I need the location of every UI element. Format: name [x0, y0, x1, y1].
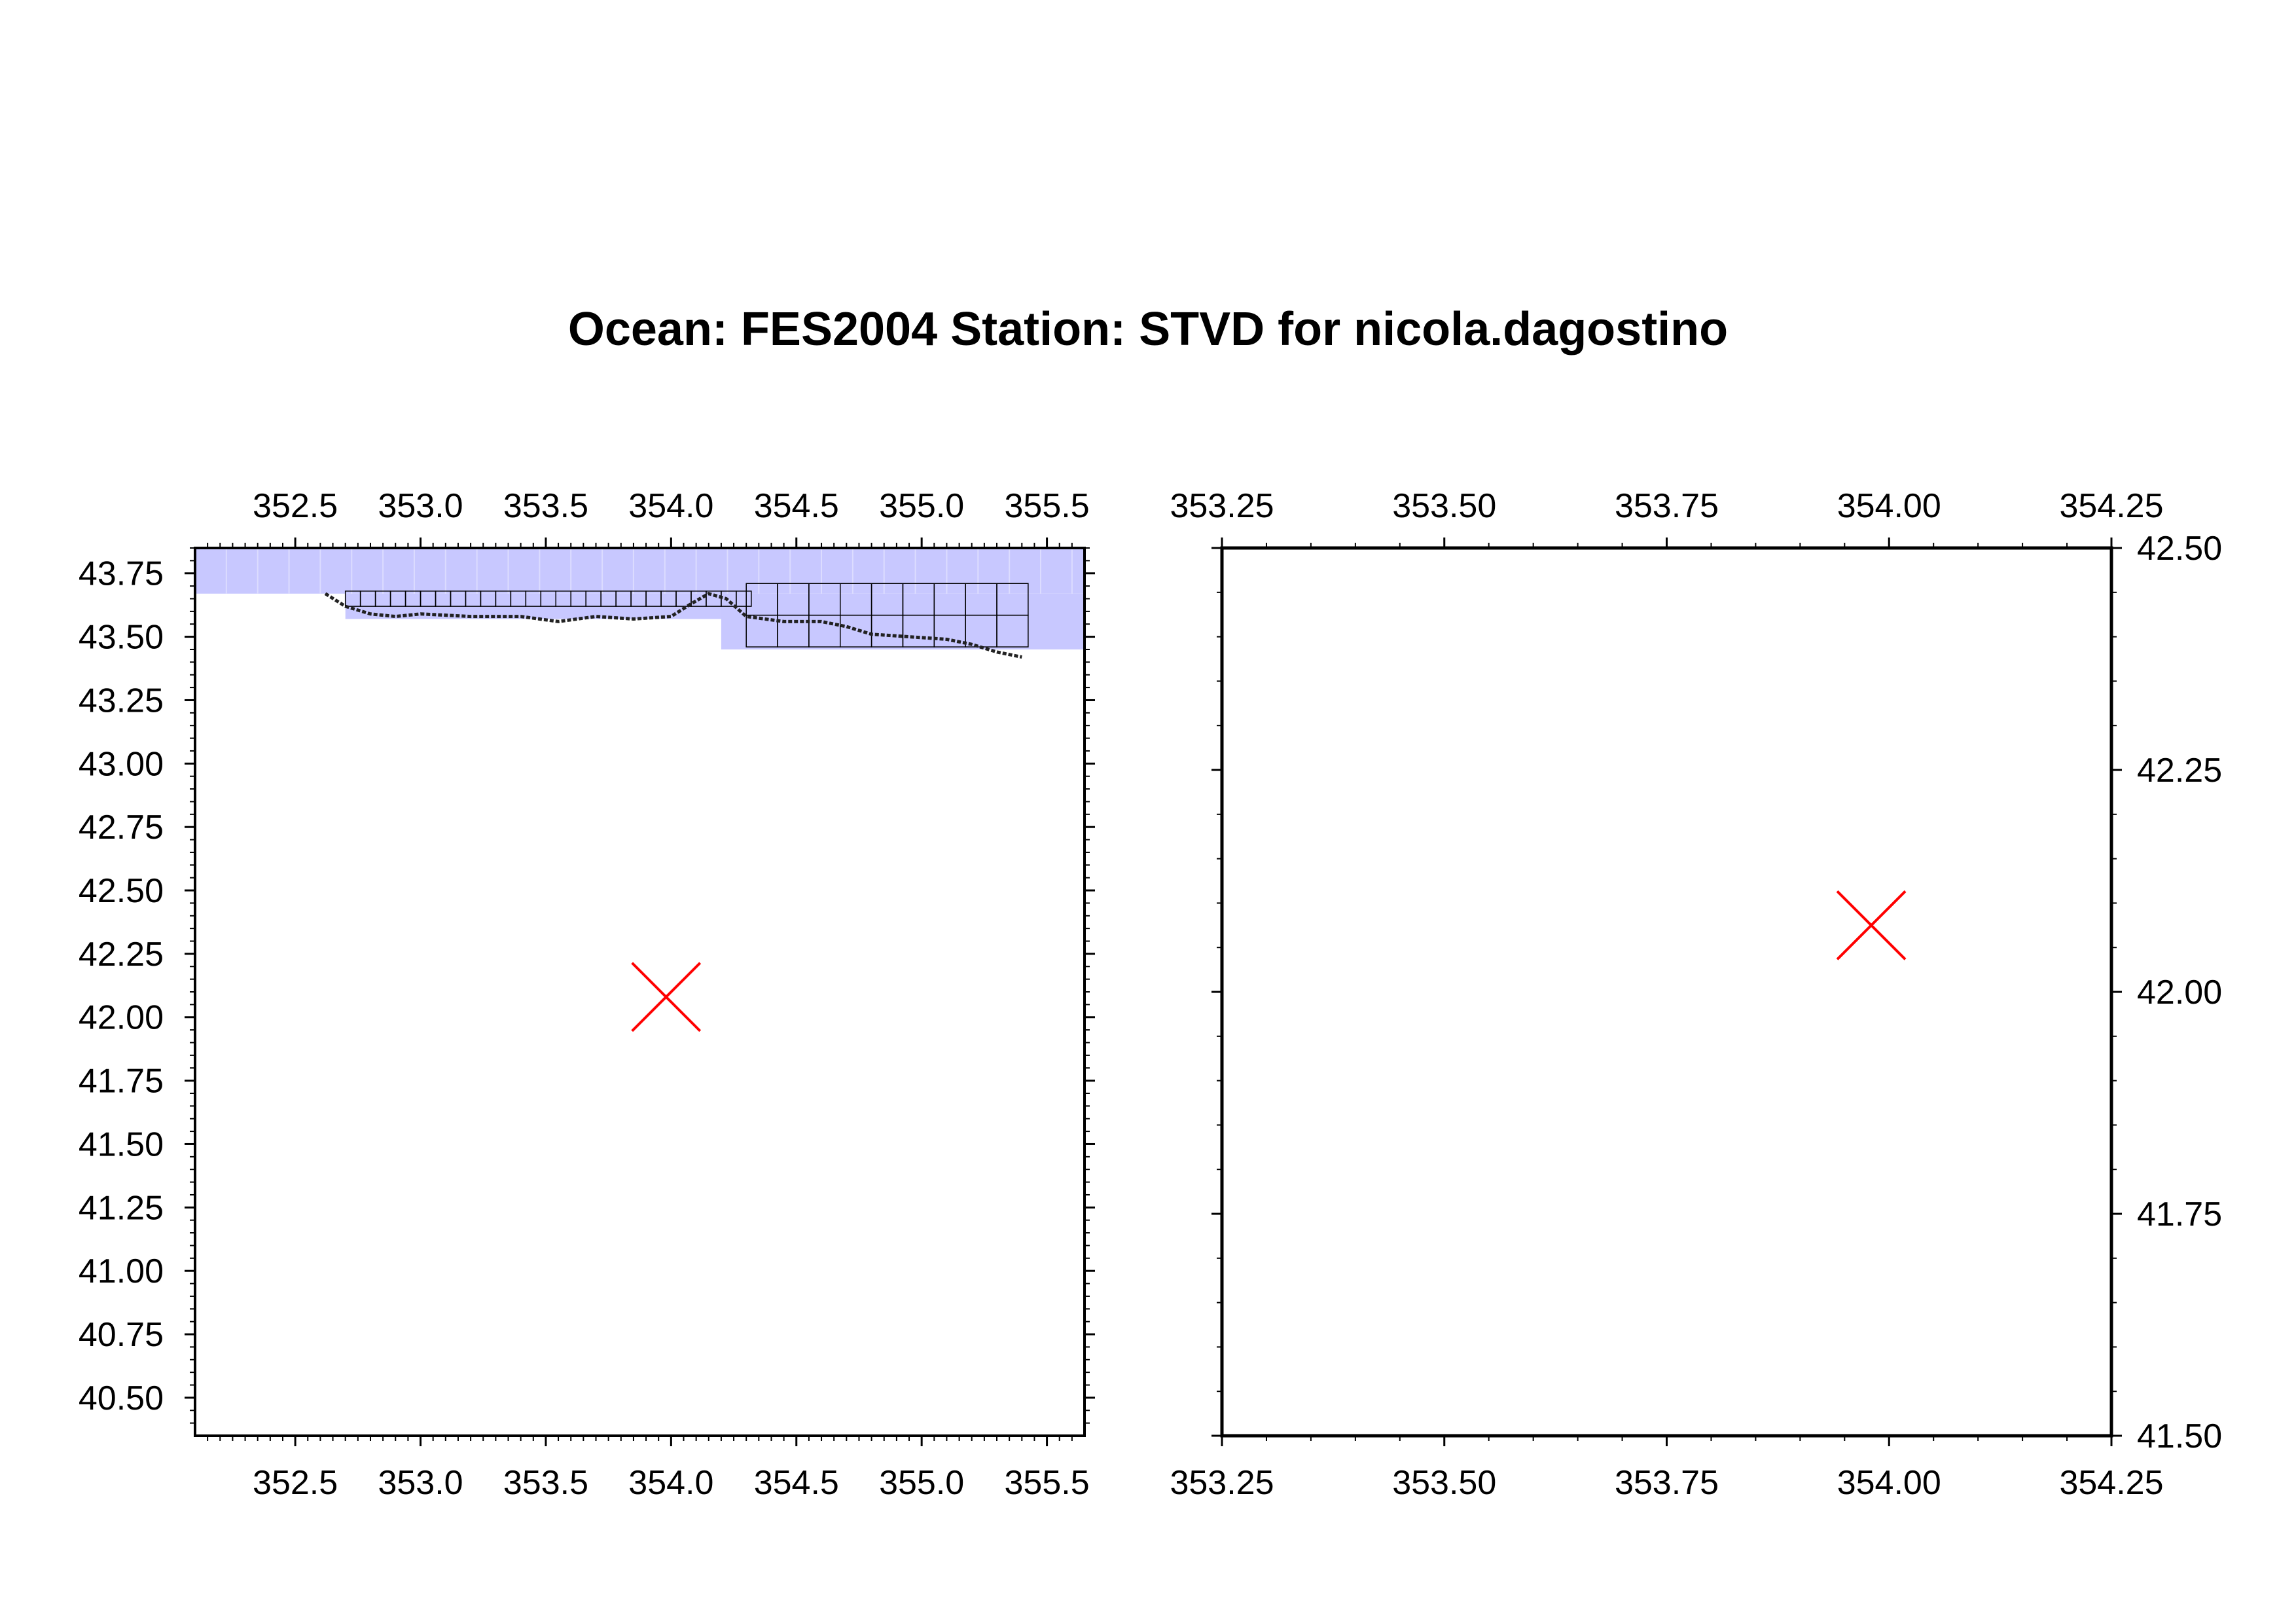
y-tick-label: 43.75: [79, 555, 164, 593]
y-tick-label: 41.00: [79, 1252, 164, 1290]
x-tick-label-top: 353.50: [1392, 487, 1496, 525]
mesh-cell: [736, 591, 752, 607]
x-tick-label-bottom: 355.0: [879, 1464, 964, 1502]
x-tick-label-top: 354.5: [754, 487, 839, 525]
y-tick-label: 43.00: [79, 745, 164, 783]
left-map-frame: [194, 547, 1086, 1437]
coastline: [324, 592, 1022, 659]
y-tick-label: 43.25: [79, 682, 164, 720]
left-map-panel: 352.5 352.5 353.0 353.0 353.5 353.5 354.0 354.0…: [79, 487, 1095, 1502]
y-tick-label: 42.00: [79, 999, 164, 1037]
chart-title: Ocean: FES2004 Station: STVD for nicola.…: [567, 303, 1729, 356]
x-tick-label-top: 352.5: [253, 487, 338, 525]
y-tick-label: 41.25: [79, 1189, 164, 1227]
x-tick-label-bottom: 353.75: [1615, 1464, 1719, 1502]
y-tick-label: 42.25: [2137, 752, 2222, 790]
y-tick-label: 41.75: [2137, 1195, 2222, 1233]
x-tick-label-top: 354.25: [2059, 487, 2163, 525]
x-tick-label-top: 355.0: [879, 487, 964, 525]
y-tick-label: 40.75: [79, 1316, 164, 1354]
x-tick-label-top: 354.00: [1837, 487, 1941, 525]
ocean-region: [195, 548, 1085, 594]
x-tick-label-top: 353.0: [378, 487, 463, 525]
x-tick-label-top: 353.25: [1170, 487, 1274, 525]
x-tick-label-bottom: 353.5: [503, 1464, 588, 1502]
right-map-frame: [1220, 546, 2113, 1438]
x-tick-label-bottom: 354.25: [2059, 1464, 2163, 1502]
y-tick-label: 42.50: [79, 872, 164, 910]
y-tick-label: 40.50: [79, 1379, 164, 1417]
y-tick-label: 41.50: [2137, 1417, 2222, 1455]
x-tick-label-bottom: 353.0: [378, 1464, 463, 1502]
x-tick-label-top: 354.0: [628, 487, 713, 525]
y-tick-label: 43.50: [79, 619, 164, 657]
x-tick-label-top: 353.75: [1615, 487, 1719, 525]
x-tick-label-bottom: 354.00: [1837, 1464, 1941, 1502]
x-tick-label-bottom: 353.25: [1170, 1464, 1274, 1502]
y-tick-label: 42.25: [79, 936, 164, 974]
y-tick-label: 41.75: [79, 1063, 164, 1101]
y-tick-label: 42.50: [2137, 530, 2222, 568]
x-tick-label-top: 355.5: [1005, 487, 1090, 525]
x-tick-label-bottom: 353.50: [1392, 1464, 1496, 1502]
station-marker: [1836, 890, 1907, 960]
x-tick-label-bottom: 355.5: [1005, 1464, 1090, 1502]
y-tick-label: 42.00: [2137, 974, 2222, 1012]
x-tick-label-top: 353.5: [503, 487, 588, 525]
right-map-panel: 353.25 353.25 353.50 353.50 353.75 353.75 354.…: [1170, 487, 2222, 1502]
station-marker: [631, 962, 702, 1032]
x-tick-label-bottom: 352.5: [253, 1464, 338, 1502]
x-tick-label-bottom: 354.0: [628, 1464, 713, 1502]
x-tick-label-bottom: 354.5: [754, 1464, 839, 1502]
y-tick-label: 41.50: [79, 1125, 164, 1163]
y-tick-label: 42.75: [79, 809, 164, 847]
mesh-cell: [996, 583, 1029, 616]
